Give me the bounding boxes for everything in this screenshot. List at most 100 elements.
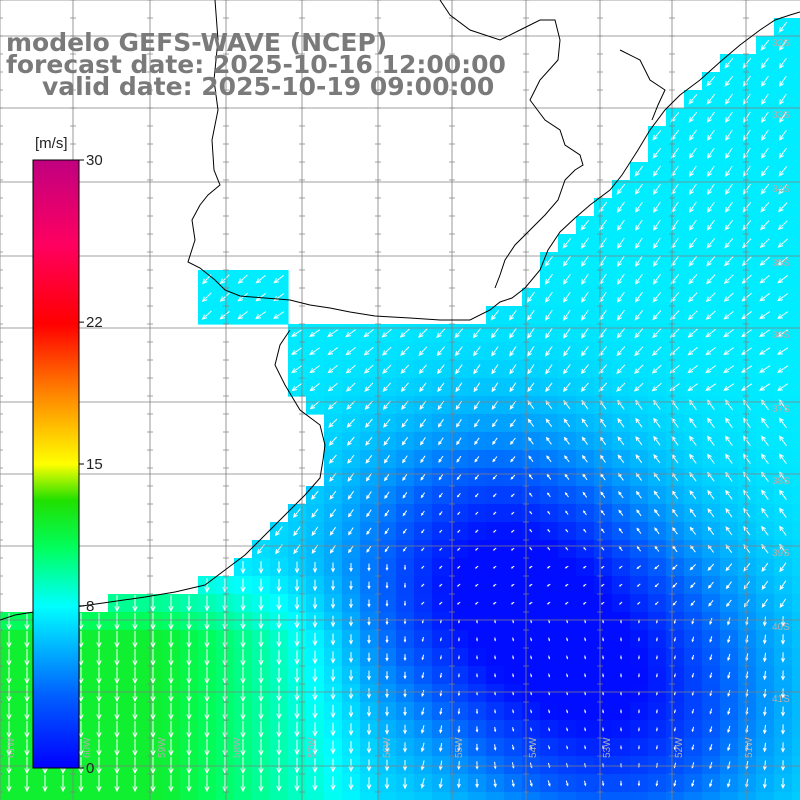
wind-arrow: [348, 776, 354, 791]
wind-arrow: [777, 220, 788, 230]
wind-arrow: [222, 667, 228, 685]
wind-arrow: [510, 547, 515, 551]
wind-arrow: [439, 655, 442, 660]
wind-arrow: [617, 237, 625, 249]
wind-arrow: [436, 346, 445, 357]
wind-arrow: [132, 613, 138, 631]
wind-arrow: [346, 418, 355, 428]
wind-arrow: [490, 328, 499, 339]
wind-arrow: [255, 311, 267, 320]
wind-arrow: [419, 437, 426, 446]
wind-arrow: [688, 255, 698, 267]
wind-arrow: [276, 649, 282, 666]
wind-arrow: [150, 739, 156, 757]
wind-arrow: [709, 779, 713, 788]
wind-arrow: [705, 328, 716, 338]
wind-arrow: [547, 780, 551, 787]
wind-arrow: [366, 491, 372, 500]
wind-arrow: [581, 273, 589, 285]
wind-arrow: [329, 490, 337, 500]
wind-arrow: [726, 599, 732, 608]
wind-arrow: [311, 526, 319, 537]
wind-arrow: [762, 778, 767, 789]
wind-arrow: [367, 635, 371, 645]
latitude-label: 33S: [772, 110, 790, 121]
wind-arrow: [222, 721, 228, 739]
wind-arrow: [349, 580, 353, 591]
wind-arrow: [690, 582, 696, 589]
wind-arrow: [204, 613, 210, 631]
wind-arrow: [707, 183, 715, 195]
wind-arrow: [24, 757, 30, 775]
wind-arrow: [688, 274, 698, 285]
wind-arrow: [689, 183, 697, 195]
field-cell: [792, 378, 800, 397]
wind-arrow: [618, 565, 623, 569]
wind-arrow: [312, 562, 318, 574]
wind-arrow: [709, 672, 713, 679]
wind-arrow: [457, 637, 460, 642]
wind-arrow: [366, 777, 372, 790]
wind-arrow: [528, 436, 534, 445]
wind-arrow: [60, 775, 66, 793]
wind-arrow: [635, 472, 643, 481]
wind-arrow: [706, 219, 715, 231]
field-cell: [504, 792, 523, 800]
wind-arrow: [600, 565, 605, 569]
wind-arrow: [512, 744, 515, 751]
wind-arrow: [760, 417, 769, 429]
wind-arrow: [709, 617, 713, 626]
wind-arrow: [403, 564, 407, 571]
wind-arrow: [222, 757, 228, 775]
wind-arrow: [150, 703, 156, 721]
wind-arrow: [580, 237, 589, 249]
latitude-label: 39S: [772, 548, 790, 559]
wind-arrow: [384, 473, 390, 482]
field-cell: [792, 666, 800, 685]
field-cell: [54, 792, 73, 800]
wind-arrow: [347, 490, 355, 500]
wind-arrow: [673, 655, 676, 660]
wind-arrow: [619, 546, 623, 552]
latitude-label: 36S: [772, 330, 790, 341]
wind-arrow: [780, 688, 785, 699]
wind-arrow: [436, 328, 446, 339]
wind-arrow: [510, 474, 516, 480]
wind-arrow: [201, 292, 212, 302]
wind-arrow: [438, 437, 444, 446]
wind-arrow: [687, 365, 699, 374]
wind-arrow: [582, 601, 587, 605]
wind-arrow: [620, 637, 622, 642]
wind-arrow: [654, 583, 659, 588]
wind-arrow: [24, 631, 30, 649]
wind-arrow: [580, 255, 589, 267]
longitude-label: 52W: [674, 737, 685, 758]
wind-arrow: [476, 673, 478, 678]
wind-arrow: [743, 599, 750, 608]
wind-arrow: [420, 760, 425, 771]
wind-arrow: [602, 673, 605, 678]
wind-arrow: [240, 775, 246, 793]
field-cell: [792, 504, 800, 523]
wind-arrow: [493, 779, 497, 788]
wind-arrow: [348, 723, 354, 736]
field-cell: [792, 450, 800, 469]
wind-arrow: [725, 507, 733, 518]
wind-arrow: [689, 490, 697, 500]
wind-arrow: [616, 346, 626, 357]
wind-arrow: [457, 761, 461, 771]
field-cell: [558, 792, 577, 800]
wind-arrow: [584, 745, 587, 750]
wind-arrow: [150, 595, 156, 613]
wind-arrow: [759, 311, 771, 320]
wind-arrow: [439, 565, 443, 569]
wind-arrow: [312, 776, 318, 792]
wind-arrow: [779, 598, 787, 609]
wind-arrow: [255, 274, 266, 284]
wind-arrow: [439, 690, 443, 697]
wind-arrow: [779, 75, 787, 87]
wind-arrow: [96, 721, 102, 739]
wind-arrow: [691, 672, 695, 679]
wind-arrow: [580, 346, 589, 357]
wind-arrow: [723, 365, 735, 374]
